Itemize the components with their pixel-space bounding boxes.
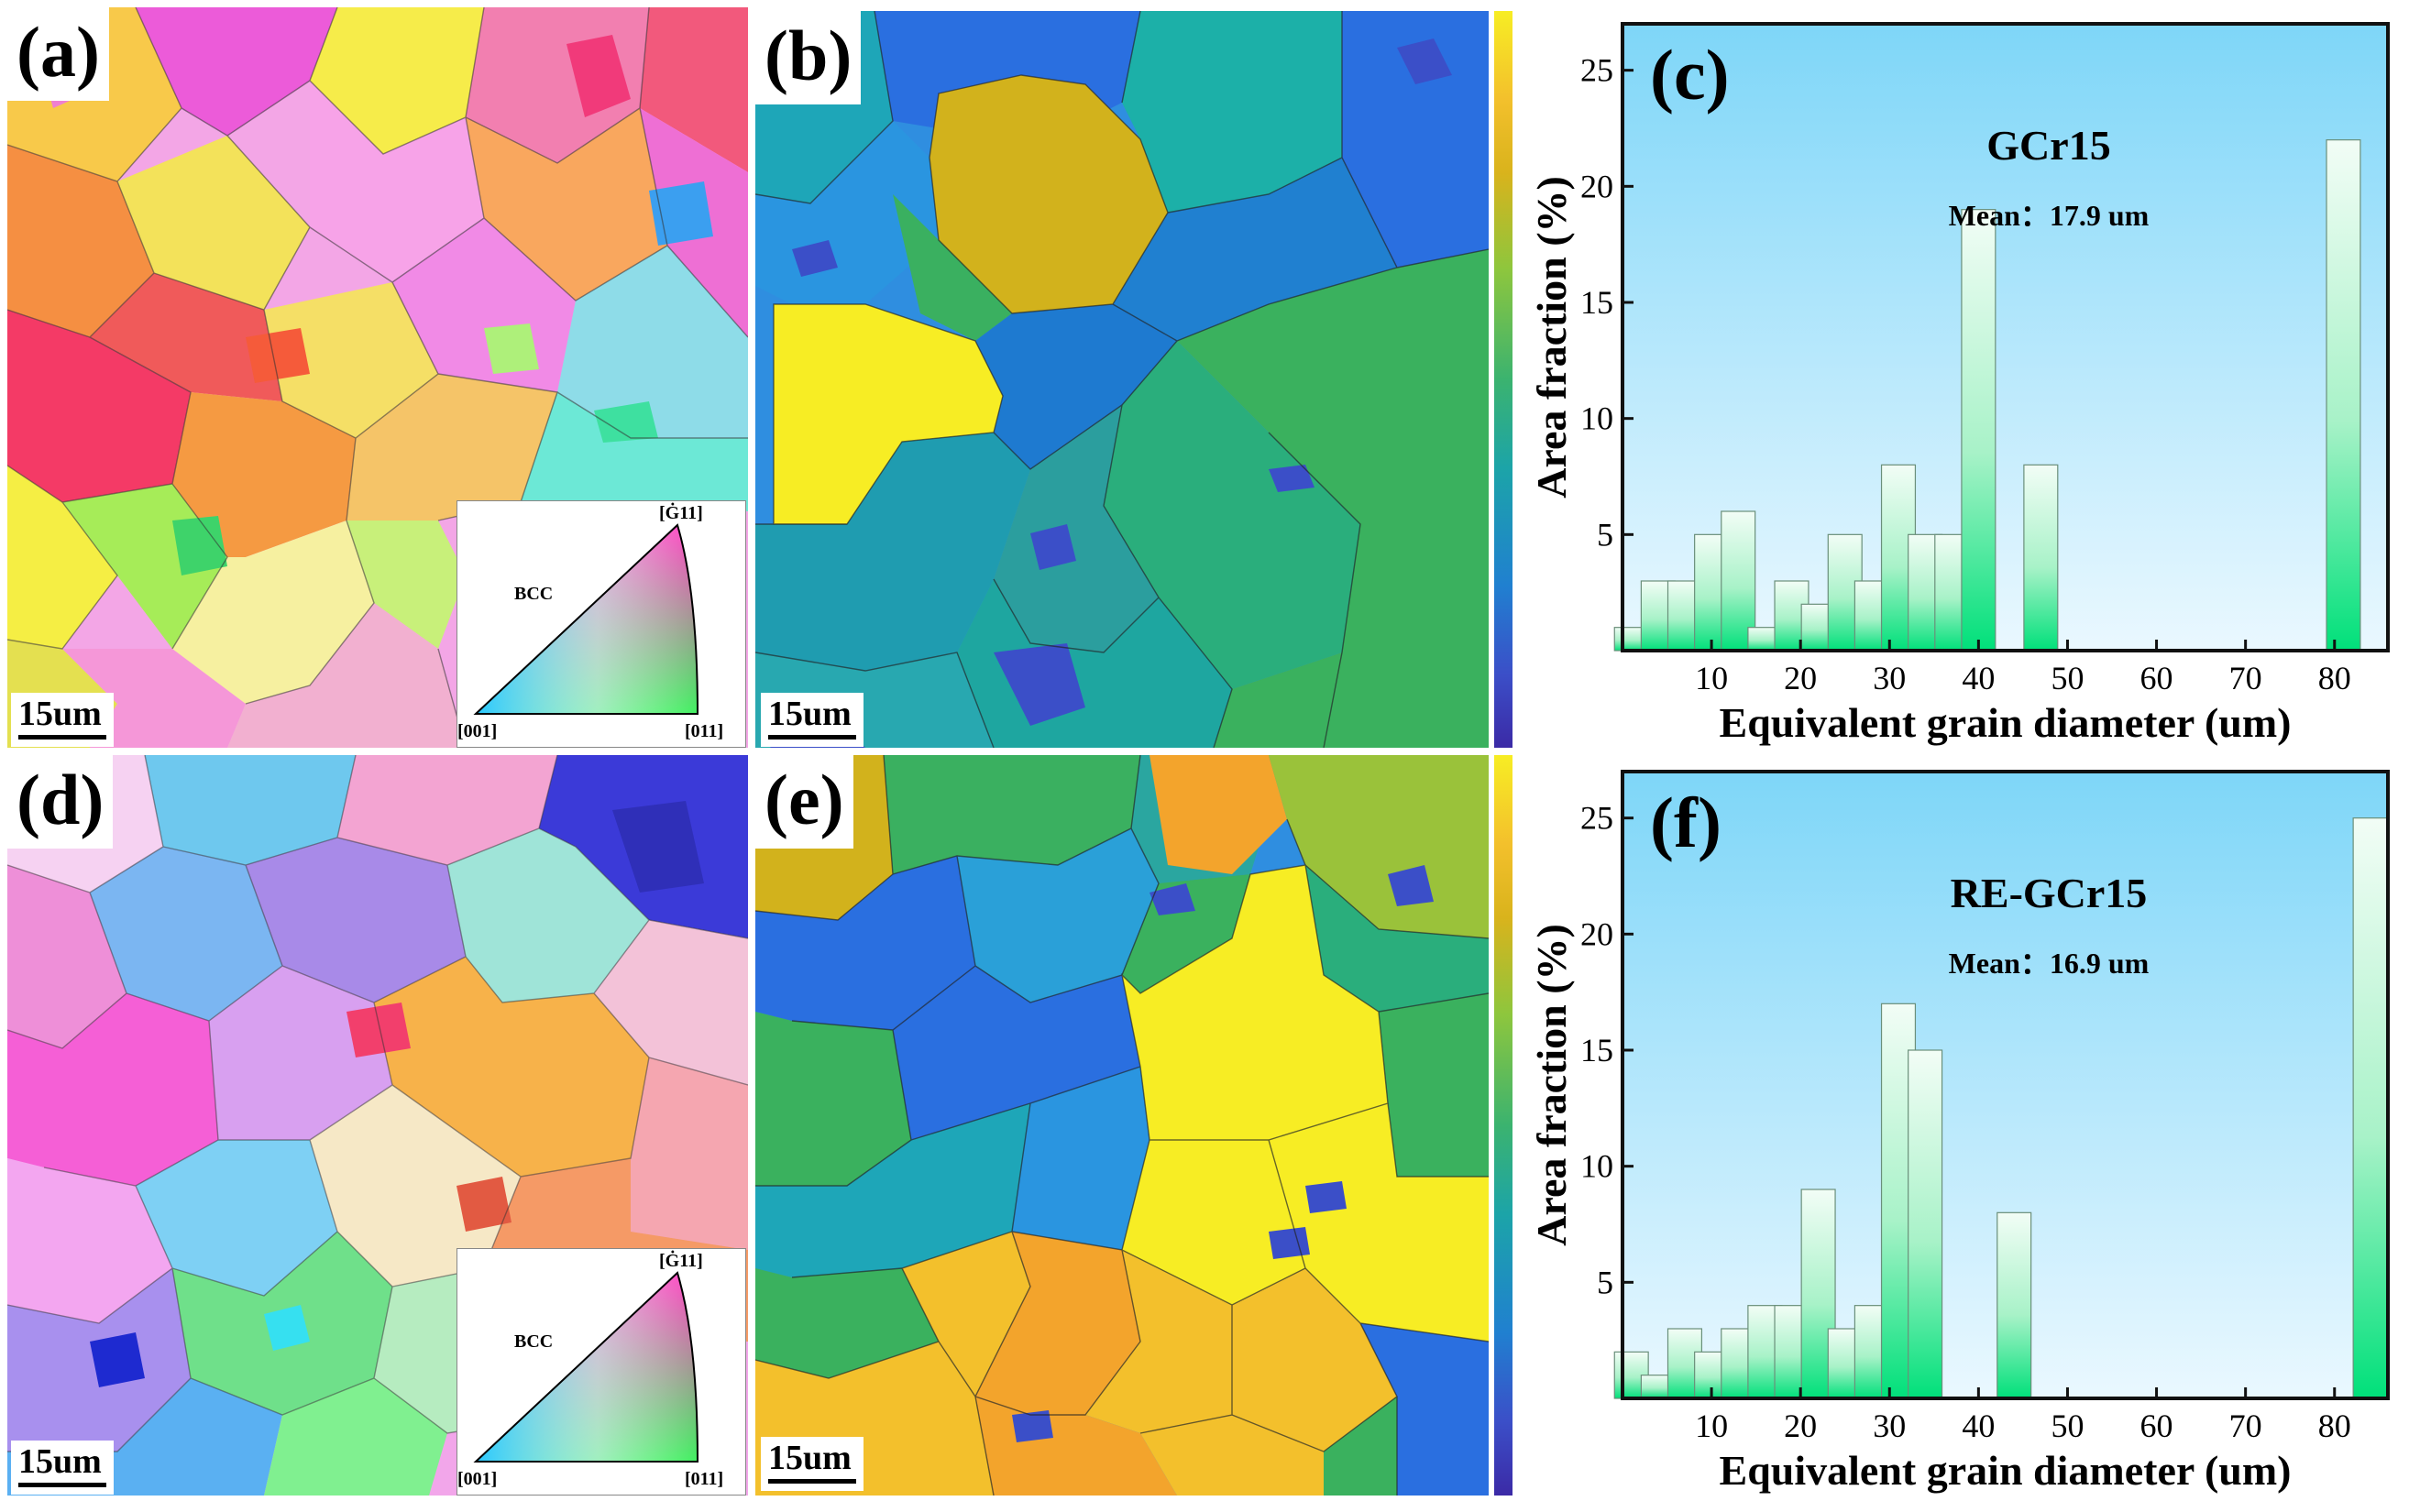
series-title: RE-GCr15 xyxy=(1951,870,2148,916)
scale-bar-label: 15um xyxy=(18,1442,102,1481)
panel-label-b: (b) xyxy=(755,11,862,104)
scale-bar-d: 15um xyxy=(11,1441,114,1495)
panel-label-d: (d) xyxy=(7,755,114,849)
x-tick-label: 50 xyxy=(2051,1408,2084,1444)
y-tick-label: 10 xyxy=(1580,1148,1613,1185)
panel-label: (f) xyxy=(1650,783,1722,862)
x-tick-label: 30 xyxy=(1873,660,1906,696)
grain-size-histogram-gcr15: 10 20 30 40 50 60 70 80 5 10 15 20 25 Equivalent grai… xyxy=(1522,7,2402,748)
x-tick-label: 60 xyxy=(2140,660,2173,696)
ipf-color-key-d: BCC [Ġ11] [001] [011] xyxy=(456,1248,746,1496)
grain-size-histogram-re-gcr15: 10 20 30 40 50 60 70 80 5 10 15 20 25 Equivalent grai… xyxy=(1522,755,2402,1496)
histogram-bar xyxy=(2023,464,2059,652)
x-tick-label: 40 xyxy=(1962,660,1995,696)
x-tick-label: 80 xyxy=(2318,1408,2351,1444)
series-title: GCr15 xyxy=(1986,122,2110,169)
mean-annotation: Mean：16.9 um xyxy=(1949,947,2150,980)
panel-label: (c) xyxy=(1650,35,1730,115)
panel-label-a: (a) xyxy=(7,7,109,101)
scale-bar-label: 15um xyxy=(768,1439,852,1477)
y-tick-label: 5 xyxy=(1597,1264,1613,1300)
x-tick-label: 70 xyxy=(2229,1408,2262,1444)
x-tick-label: 10 xyxy=(1695,1408,1728,1444)
grain-size-map-re-gcr15 xyxy=(755,755,1489,1496)
ipf-map-gcr15 xyxy=(7,7,748,748)
y-tick-label: 25 xyxy=(1580,800,1613,837)
panel-a: (a) 15um BCC [Ġ11] [001] [011] xyxy=(7,7,748,748)
scale-bar-e: 15um xyxy=(761,1437,864,1491)
ipf-key-bottom-right: [011] xyxy=(685,721,724,741)
ipf-key-bottom-right: [011] xyxy=(685,1469,724,1489)
y-tick-label: 15 xyxy=(1580,1032,1613,1068)
x-tick-label: 20 xyxy=(1784,660,1817,696)
ipf-color-key-a: BCC [Ġ11] [001] [011] xyxy=(456,500,746,748)
y-axis-label: Area fraction (%) xyxy=(1528,924,1575,1246)
scale-bar-line xyxy=(18,1483,106,1487)
plot-frame xyxy=(1621,22,2390,652)
x-tick-label: 30 xyxy=(1873,1408,1906,1444)
y-tick-label: 25 xyxy=(1580,52,1613,89)
ipf-key-bottom-left: [001] xyxy=(457,1469,498,1489)
y-axis-label: Area fraction (%) xyxy=(1528,176,1575,499)
x-tick-label: 20 xyxy=(1784,1408,1817,1444)
scale-bar-label: 15um xyxy=(18,695,102,733)
plot-frame xyxy=(1621,770,2390,1400)
scale-bar-line xyxy=(18,735,106,740)
x-tick-label: 40 xyxy=(1962,1408,1995,1444)
scale-bar-label: 15um xyxy=(768,695,852,733)
panel-e: (e) 15um xyxy=(755,755,1520,1496)
panel-b: (b) 15um xyxy=(755,11,1520,748)
mean-annotation: Mean：17.9 um xyxy=(1949,199,2150,232)
y-tick-label: 5 xyxy=(1597,516,1613,553)
x-tick-label: 60 xyxy=(2140,1408,2173,1444)
ipf-key-top: [Ġ11] xyxy=(659,503,703,523)
x-axis-label: Equivalent grain diameter (um) xyxy=(1720,699,2292,746)
x-tick-label: 80 xyxy=(2318,660,2351,696)
scale-bar-a: 15um xyxy=(11,693,114,747)
panel-d: (d) 15um BCC [Ġ11] [001] [011] xyxy=(7,755,748,1496)
ipf-key-bottom-left: [001] xyxy=(457,721,498,741)
x-tick-label: 50 xyxy=(2051,660,2084,696)
x-tick-label: 70 xyxy=(2229,660,2262,696)
ipf-key-top: [Ġ11] xyxy=(659,1251,703,1271)
y-tick-label: 20 xyxy=(1580,168,1613,204)
scale-bar-line xyxy=(768,735,856,740)
ipf-key-crystal: BCC xyxy=(514,584,554,604)
x-tick-label: 10 xyxy=(1695,660,1728,696)
histogram-bar xyxy=(1908,1049,1943,1399)
y-tick-label: 20 xyxy=(1580,915,1613,952)
scale-bar-b: 15um xyxy=(761,693,864,747)
grain-size-map-gcr15 xyxy=(755,11,1489,748)
ipf-key-crystal: BCC xyxy=(514,1331,554,1352)
y-tick-label: 15 xyxy=(1580,284,1613,321)
grain-size-colorbar-e xyxy=(1494,755,1512,1496)
y-tick-label: 10 xyxy=(1580,400,1613,437)
histogram-bar xyxy=(2352,817,2388,1399)
histogram-bar xyxy=(1961,209,1996,652)
grain-size-colorbar-b xyxy=(1494,11,1512,748)
panel-label-e: (e) xyxy=(755,755,853,849)
histogram-bar xyxy=(2326,139,2361,652)
scale-bar-line xyxy=(768,1479,856,1484)
histogram-bar xyxy=(1996,1211,2032,1399)
x-axis-label: Equivalent grain diameter (um) xyxy=(1720,1447,2292,1494)
